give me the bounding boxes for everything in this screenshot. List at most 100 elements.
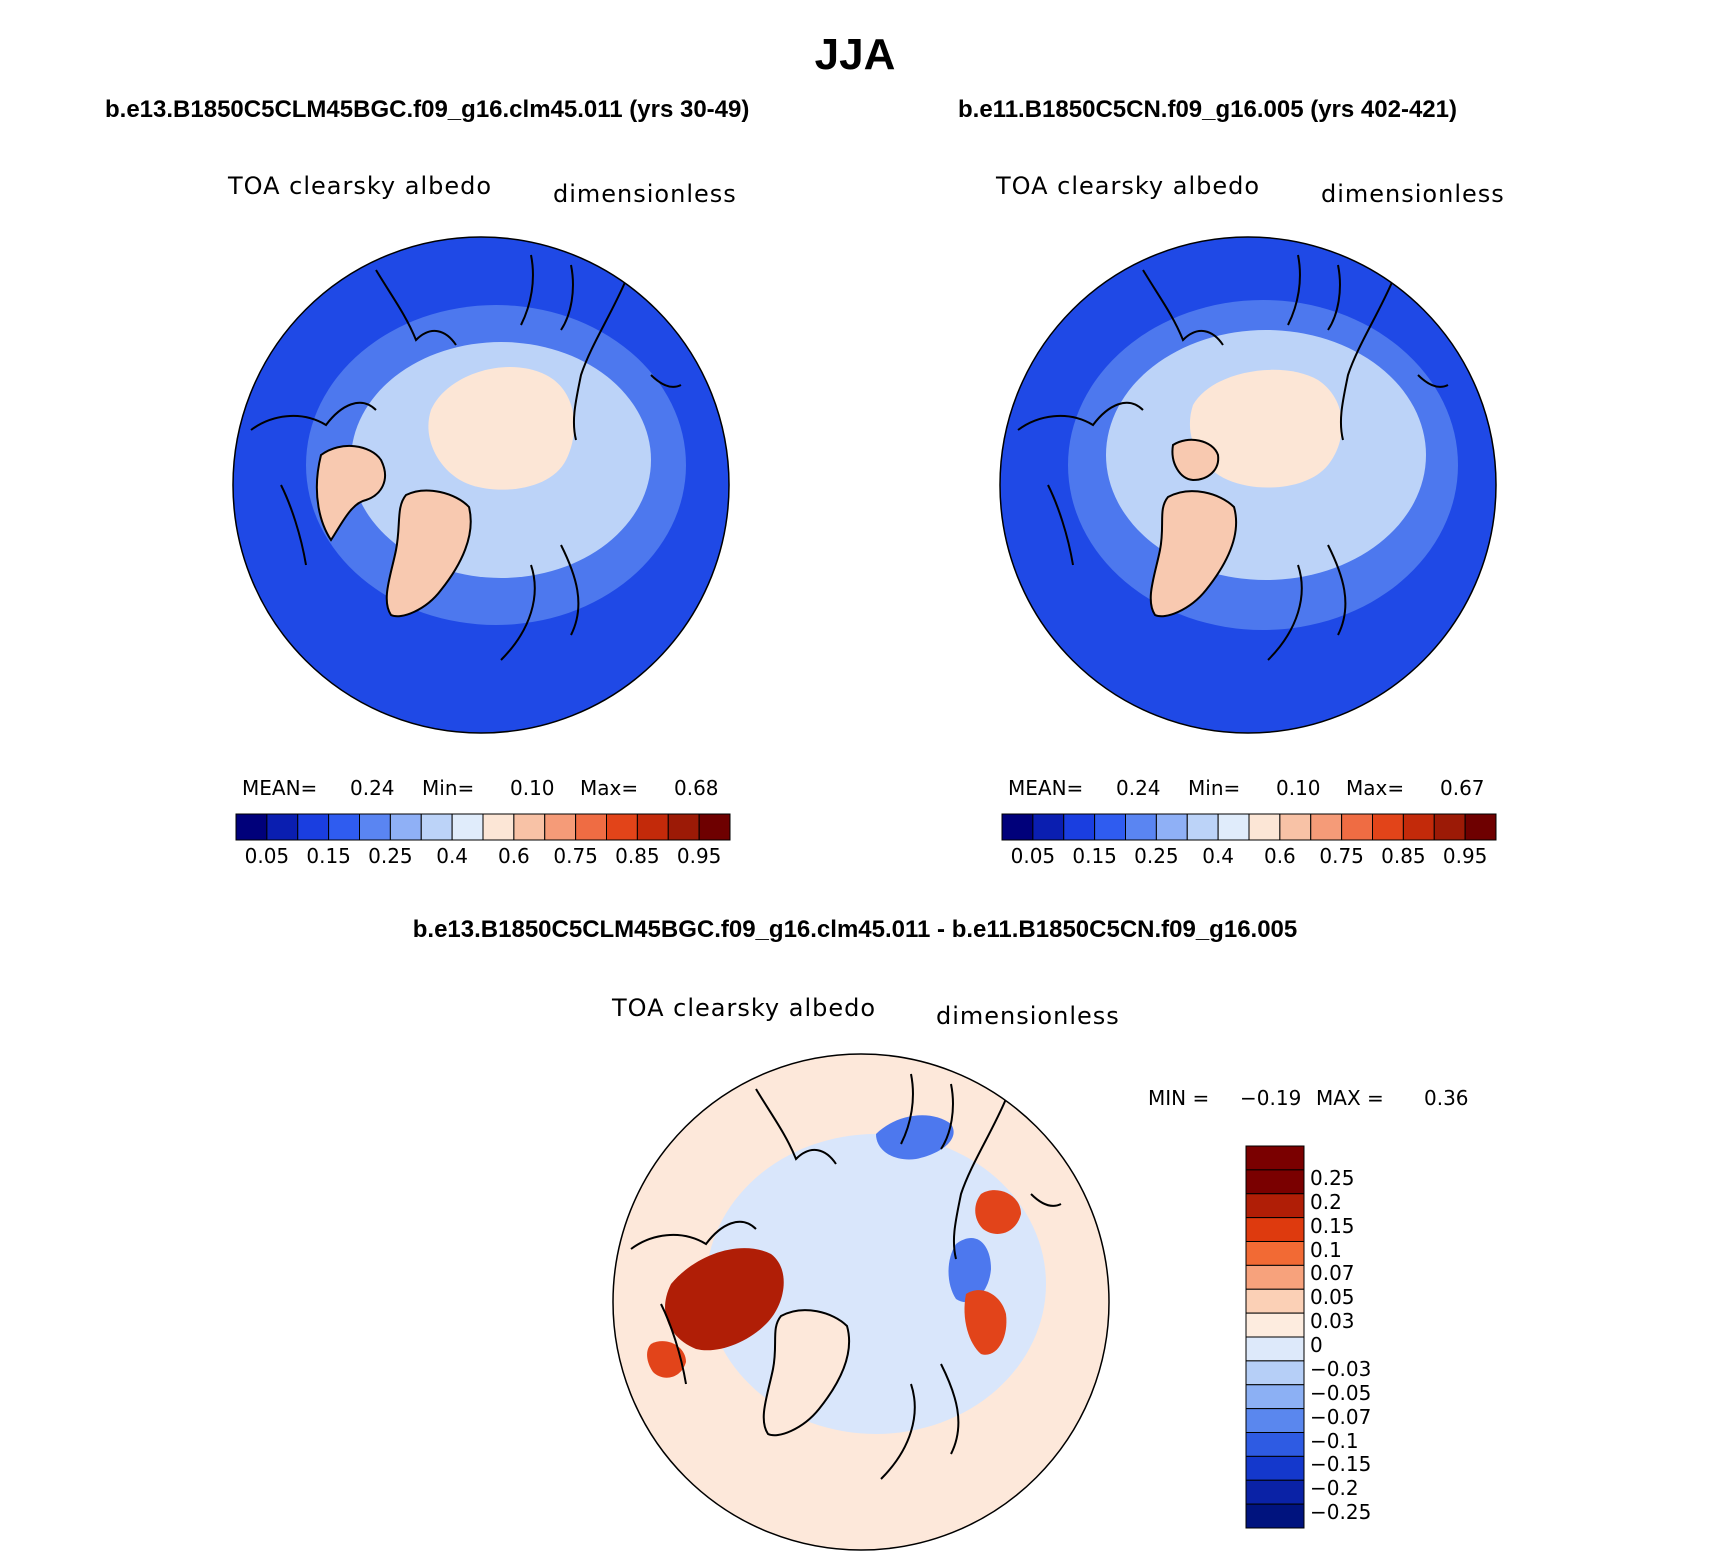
colorbar-swatch: [482, 813, 515, 841]
colorbar-tick-label: 0.15: [306, 844, 351, 868]
panel-1-max-value: 0.68: [674, 776, 719, 800]
main-title: JJA: [814, 30, 896, 79]
colorbar-tick-label: 0.25: [368, 844, 413, 868]
panel-2-greenland: [1149, 490, 1238, 618]
colorbar-swatch: [328, 813, 360, 841]
colorbar-swatch: [575, 813, 607, 841]
colorbar-swatch: [420, 813, 453, 841]
diff-colorbar-label: −0.03: [1310, 1356, 1372, 1381]
diff-variable-label: TOA clearsky albedo: [612, 994, 877, 1022]
colorbar-swatch: [1402, 813, 1435, 841]
colorbar-tick-label: 0.25: [1134, 844, 1179, 868]
panel-2-variable-label: TOA clearsky albedo: [996, 172, 1261, 200]
colorbar-swatch: [1186, 813, 1219, 841]
colorbar-tick-label: 0.85: [1381, 844, 1426, 868]
panel-1-max-label: Max=: [580, 776, 639, 800]
panel-1-greenland: [385, 489, 472, 618]
panel-1-colorbar: [235, 813, 731, 841]
panel-2-mean-label: MEAN=: [1008, 776, 1084, 800]
panel-2-case-title: b.e11.B1850C5CN.f09_g16.005 (yrs 402-421…: [958, 96, 1457, 123]
colorbar-swatch: [1125, 813, 1157, 841]
panel-2-max-label: Max=: [1346, 776, 1405, 800]
colorbar-swatch: [1063, 813, 1096, 841]
panel-2-mean-value: 0.24: [1116, 776, 1161, 800]
panel-1-colorbar-ticks: 0.05 0.15 0.25 0.4 0.6 0.75 0.85 0.95: [236, 844, 730, 868]
diff-colorbar-swatch: [1245, 1264, 1305, 1290]
colorbar-swatch: [1001, 813, 1034, 841]
diff-colorbar-label: −0.1: [1310, 1428, 1359, 1453]
diff-polar-map: [612, 1053, 1110, 1551]
colorbar-swatch: [1032, 813, 1065, 841]
colorbar-swatch: [1310, 813, 1343, 841]
colorbar-swatch: [544, 813, 577, 841]
panel-1-mean-value: 0.24: [350, 776, 395, 800]
colorbar-swatch: [451, 813, 484, 841]
colorbar-tick-label: 0.85: [615, 844, 660, 868]
diff-colorbar-label: 0.25: [1310, 1165, 1355, 1190]
panel-2-min-value: 0.10: [1276, 776, 1321, 800]
panel-2-colorbar-ticks: 0.05 0.15 0.25 0.4 0.6 0.75 0.85 0.95: [1002, 844, 1496, 868]
panel-1-polar-map: [232, 236, 730, 734]
diff-negative-patch-siberia: [876, 1115, 954, 1160]
colorbar-tick-label: 0.6: [497, 844, 530, 868]
panel-1-units-label: dimensionless: [553, 180, 737, 208]
panel-2-coastlines: [1017, 254, 1449, 661]
diff-title: b.e13.B1850C5CLM45BGC.f09_g16.clm45.011 …: [412, 916, 1298, 943]
diff-positive-patch-hudson: [647, 1341, 686, 1378]
diff-min-label: MIN =: [1148, 1086, 1210, 1110]
colorbar-swatch: [389, 813, 422, 841]
diff-colorbar-label: −0.25: [1310, 1500, 1372, 1525]
colorbar-tick-label: 0.4: [436, 844, 469, 868]
panel-1-min-label: Min=: [422, 776, 475, 800]
diff-colorbar-swatch: [1245, 1384, 1305, 1410]
colorbar-tick-label: 0.15: [1072, 844, 1117, 868]
diff-colorbar-label: −0.05: [1310, 1380, 1372, 1405]
diff-colorbar-swatch: [1245, 1336, 1305, 1362]
diff-max-label: MAX =: [1316, 1086, 1384, 1110]
panel-1-variable-label: TOA clearsky albedo: [228, 172, 493, 200]
diff-colorbar-labels: 0.25 0.2 0.15 0.1 0.07 0.05 0.03 0 −0.03 −0.05 −0.…: [1310, 1146, 1430, 1528]
colorbar-tick-label: 0.75: [553, 844, 598, 868]
diff-colorbar-label: −0.2: [1310, 1476, 1359, 1501]
panel-2-max-value: 0.67: [1440, 776, 1485, 800]
colorbar-swatch: [359, 813, 391, 841]
diff-colorbar-swatch: [1245, 1241, 1305, 1266]
colorbar-swatch: [667, 813, 700, 841]
diff-coastlines: [630, 1073, 1062, 1480]
colorbar-swatch: [606, 813, 638, 841]
colorbar-swatch: [1464, 813, 1497, 841]
panel-1-mean-label: MEAN=: [242, 776, 318, 800]
colorbar-swatch: [636, 813, 669, 841]
panel-1-case-title: b.e13.B1850C5CLM45BGC.f09_g16.clm45.011 …: [105, 96, 750, 123]
diff-colorbar-label: 0: [1310, 1333, 1323, 1357]
panel-2-sea-ice: [1189, 369, 1342, 488]
colorbar-swatch: [297, 813, 330, 841]
panel-2-polar-map: [999, 236, 1497, 734]
diff-colorbar-label: 0.05: [1310, 1285, 1355, 1310]
diff-colorbar-swatch: [1245, 1193, 1305, 1219]
panel-1-canadian-archipelago: [315, 444, 386, 542]
colorbar-swatch: [1155, 813, 1188, 841]
diff-colorbar-swatch: [1245, 1312, 1305, 1338]
colorbar-swatch: [1217, 813, 1250, 841]
colorbar-swatch: [1248, 813, 1281, 841]
diff-colorbar: [1245, 1145, 1305, 1529]
diff-colorbar-swatch: [1245, 1217, 1305, 1242]
diff-positive-patch-barents: [975, 1190, 1021, 1234]
diff-colorbar-label: −0.15: [1310, 1452, 1372, 1477]
colorbar-swatch: [1094, 813, 1126, 841]
diff-colorbar-swatch: [1245, 1503, 1305, 1529]
colorbar-swatch: [235, 813, 268, 841]
diff-colorbar-label: 0.1: [1310, 1237, 1342, 1262]
colorbar-swatch: [1341, 813, 1373, 841]
colorbar-tick-label: 0.6: [1263, 844, 1296, 868]
diff-colorbar-swatch: [1245, 1479, 1305, 1505]
colorbar-swatch: [698, 813, 731, 841]
diff-colorbar-label: 0.03: [1310, 1309, 1355, 1334]
panel-2-units-label: dimensionless: [1321, 180, 1505, 208]
panel-1-coastlines: [250, 254, 682, 661]
colorbar-swatch: [513, 813, 546, 841]
colorbar-swatch: [266, 813, 299, 841]
colorbar-swatch: [1433, 813, 1466, 841]
diff-colorbar-swatch: [1245, 1360, 1305, 1386]
